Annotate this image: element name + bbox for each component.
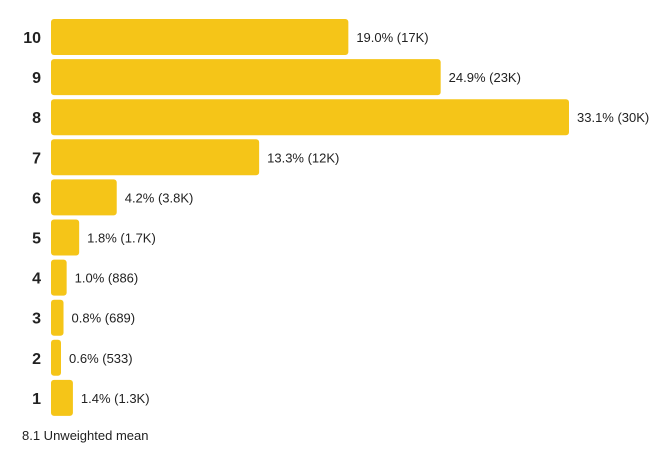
rating-label: 5 xyxy=(32,231,41,248)
bar[interactable] xyxy=(51,99,569,136)
bar[interactable] xyxy=(51,59,441,96)
bar-row-6: 6 4.2% (3.8K) xyxy=(32,179,194,216)
bar[interactable] xyxy=(51,339,61,376)
bar[interactable] xyxy=(51,379,73,416)
bar-row-1: 1 1.4% (1.3K) xyxy=(32,379,150,416)
rating-label: 10 xyxy=(23,30,41,47)
rating-label: 3 xyxy=(32,311,41,328)
rating-label: 8 xyxy=(32,110,41,127)
bar-row-4: 4 1.0% (886) xyxy=(32,259,139,296)
unweighted-mean-label: 8.1 Unweighted mean xyxy=(22,428,149,443)
bar-row-2: 2 0.6% (533) xyxy=(32,339,133,376)
bar[interactable] xyxy=(51,259,67,296)
bar-value-label: 1.4% (1.3K) xyxy=(81,391,150,406)
bar-row-10: 10 19.0% (17K) xyxy=(23,19,429,55)
bar-value-label: 33.1% (30K) xyxy=(577,110,649,125)
bar-value-label: 1.8% (1.7K) xyxy=(87,231,156,246)
bar-value-label: 4.2% (3.8K) xyxy=(125,190,194,205)
bar-value-label: 0.6% (533) xyxy=(69,351,133,366)
bar[interactable] xyxy=(51,179,117,216)
bar-value-label: 19.0% (17K) xyxy=(356,30,428,45)
rating-label: 7 xyxy=(32,150,41,167)
bar-row-5: 5 1.8% (1.7K) xyxy=(32,219,156,256)
bar[interactable] xyxy=(51,299,64,336)
bar[interactable] xyxy=(51,219,80,256)
bar-value-label: 13.3% (12K) xyxy=(267,150,339,165)
bar-value-label: 1.0% (886) xyxy=(75,271,139,286)
rating-label: 9 xyxy=(32,70,41,87)
bar-row-9: 9 24.9% (23K) xyxy=(32,59,521,96)
bar[interactable] xyxy=(51,19,349,55)
rating-label: 2 xyxy=(32,351,41,368)
bar-row-8: 8 33.1% (30K) xyxy=(32,99,649,136)
bar[interactable] xyxy=(51,139,260,176)
bar-row-7: 7 13.3% (12K) xyxy=(32,139,339,176)
bars-layer: 10 19.0% (17K)9 24.9% (23K)8 33.1% (30K)7 13… xyxy=(23,19,649,416)
rating-label: 6 xyxy=(32,190,41,207)
bar-value-label: 24.9% (23K) xyxy=(449,70,521,85)
bar-value-label: 0.8% (689) xyxy=(72,311,136,326)
rating-label: 1 xyxy=(32,391,41,408)
rating-label: 4 xyxy=(32,271,41,288)
bar-row-3: 3 0.8% (689) xyxy=(32,299,136,336)
